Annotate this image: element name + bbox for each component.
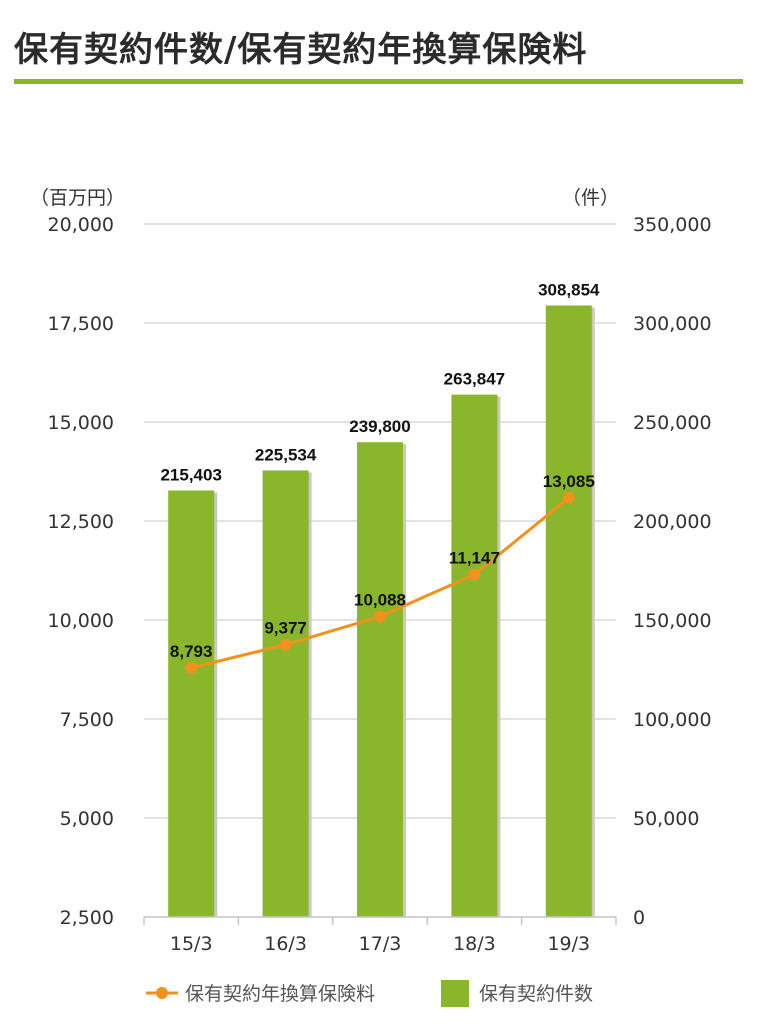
x-tick-label: 18/3 [453,933,496,955]
x-tick-label: 17/3 [359,933,402,955]
x-tick-label: 15/3 [170,933,213,955]
left-tick-label: 5,000 [60,808,114,830]
left-tick-label: 10,000 [48,610,114,632]
line-point [562,491,575,504]
line-point [374,610,386,623]
page-title: 保有契約件数/保有契約年換算保険料 [14,30,588,70]
left-tick-label: 12,500 [48,511,114,533]
right-tick-label: 150,000 [633,610,712,632]
right-tick-label: 50,000 [633,808,699,830]
axis-layer: 2,500 5,000 7,500 10,000 12,500 15,000 17,500 2… [30,187,712,955]
line-point [279,638,292,651]
line-point [468,568,481,581]
bar-data-label: 215,403 [160,466,221,485]
bar [168,490,215,917]
legend-bar-swatch [441,980,469,1007]
bar [262,470,309,917]
line-data-label: 8,793 [170,642,213,661]
left-tick-label: 17,500 [48,313,114,335]
bar-data-label: 239,800 [349,417,410,436]
legend-label-bar: 保有契約件数 [479,983,593,1005]
left-tick-label: 2,500 [60,907,114,929]
x-tick-label: 19/3 [547,933,590,955]
line-data-label: 13,085 [543,472,595,491]
left-tick-label: 7,500 [60,709,114,731]
label-layer: 215,403 225,534 239,800 263,847 308,854 8,793… [160,280,600,660]
right-tick-label: 300,000 [633,313,712,335]
line-data-label: 10,088 [354,591,406,610]
right-tick-label: 0 [633,907,645,929]
right-tick-label: 200,000 [633,511,712,533]
line-point [185,661,198,674]
bar-layer [168,305,595,917]
right-axis-unit: （件） [562,187,619,209]
right-tick-label: 100,000 [633,709,712,731]
bar [357,442,403,917]
bar-data-label: 308,854 [538,280,600,299]
left-tick-label: 15,000 [48,412,114,434]
bar-data-label: 225,534 [255,445,317,464]
left-axis-unit: （百万円） [30,187,125,209]
right-tick-label: 350,000 [633,214,712,236]
line-data-label: 9,377 [264,619,307,638]
line-data-label: 11,147 [449,549,500,568]
bar [451,394,498,917]
legend-layer: 保有契約年換算保険料 保有契約件数 [146,980,593,1007]
title-rule [14,79,743,84]
line-layer [185,491,575,674]
legend-label-line: 保有契約年換算保険料 [185,983,375,1005]
left-tick-label: 20,000 [48,214,114,236]
bar [545,305,592,917]
legend-line-marker [156,987,168,999]
right-tick-label: 250,000 [633,412,712,434]
x-tick-label: 16/3 [264,933,307,955]
bar-data-label: 263,847 [444,370,505,389]
